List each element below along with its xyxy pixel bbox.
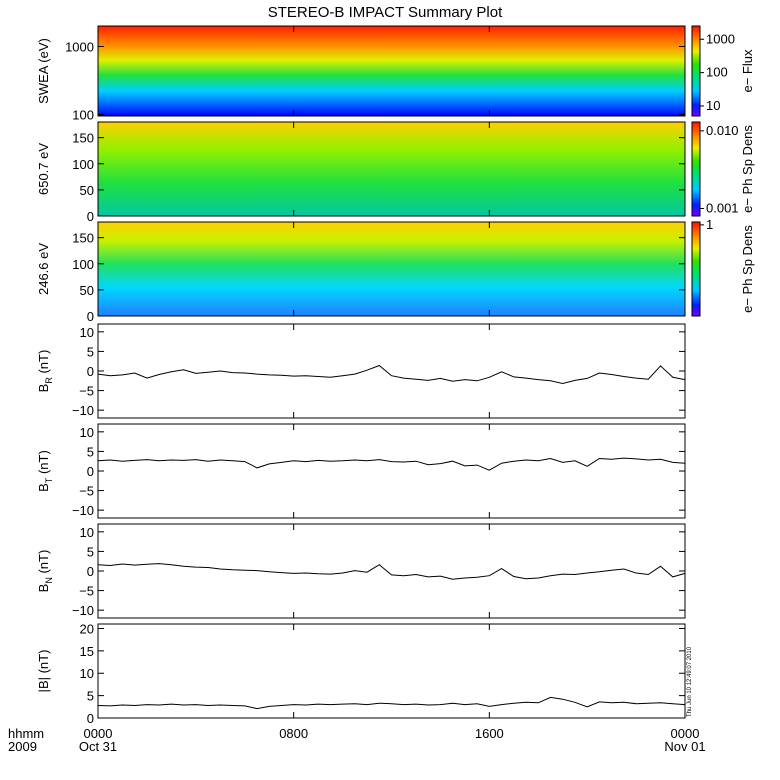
y-tick-label: 150 [72, 131, 94, 146]
y-tick-label: 0 [87, 564, 94, 579]
spectrogram-image [98, 122, 685, 216]
series-line [97, 457, 686, 471]
colorbar-tick-label: 0.001 [706, 200, 739, 215]
colorbar [691, 221, 701, 317]
y-axis-label-unit: (nT) [36, 450, 51, 477]
y-tick-label: 5 [87, 544, 94, 559]
x-axis-year-label: 2009 [8, 739, 37, 754]
y-tick-label: 5 [87, 689, 94, 704]
panel-frame [97, 121, 686, 217]
x-tick-label: 1600 [475, 726, 504, 741]
y-tick-label: 0 [87, 711, 94, 726]
y-tick-label: 100 [72, 157, 94, 172]
y-axis-label-sub: T [44, 477, 54, 483]
y-tick-label: 15 [80, 644, 94, 659]
y-tick-label: 0 [87, 464, 94, 479]
y-tick-label: −5 [79, 584, 94, 599]
y-tick-label: 50 [80, 183, 94, 198]
y-tick-label: 100 [72, 257, 94, 272]
y-tick-label: −10 [72, 603, 94, 618]
y-tick-label: −5 [79, 484, 94, 499]
colorbar [691, 121, 701, 217]
timestamp-label: Thu Jun 10 12:49:07 2010 [687, 646, 693, 717]
y-tick-label: 20 [80, 621, 94, 636]
y-tick-label: 0 [87, 209, 94, 224]
colorbar [691, 25, 701, 117]
y-tick-label: 100 [72, 107, 94, 122]
colorbar-tick-label: 0.010 [706, 123, 739, 138]
y-tick-label: 10 [80, 525, 94, 540]
colorbar-tick-label: 100 [706, 65, 728, 80]
panel-frame [97, 423, 686, 519]
series-line [97, 563, 686, 580]
panel-frame [97, 523, 686, 619]
y-tick-label: 10 [80, 425, 94, 440]
plot-title: STEREO-B IMPACT Summary Plot [268, 4, 503, 21]
y-axis-label-main: B [36, 384, 51, 393]
series-line [97, 696, 686, 710]
y-tick-label: 0 [87, 309, 94, 324]
y-axis-label: BN (nT) [36, 550, 54, 593]
panel-2: 0.010 0.001 e− Ph Sp Dens 0 50 100 150 650.7 eV [36, 121, 755, 224]
y-tick-label: 5 [87, 344, 94, 359]
panel-frame [97, 221, 686, 317]
series-line [97, 364, 686, 385]
panel-5: 10 5 0 −5 −10 BT (nT) [36, 423, 686, 519]
y-axis-label: BT (nT) [36, 450, 54, 492]
x-date-label-start: Oct 31 [79, 739, 117, 754]
colorbar-label: e− Ph Sp Dens [740, 125, 755, 213]
x-date-label-end: Nov 01 [664, 739, 705, 754]
panel-4: 10 5 0 −5 −10 BR (nT) [36, 323, 686, 419]
colorbar-tick-label: 10 [706, 98, 720, 113]
x-tick-label: 0000 [84, 726, 113, 741]
y-tick-label: 150 [72, 231, 94, 246]
y-tick-label: −10 [72, 403, 94, 418]
panel-7: 20 15 10 5 0 |B| (nT) [36, 621, 686, 726]
colorbar-tick-label: 1 [706, 217, 713, 232]
y-tick-label: 1000 [65, 39, 94, 54]
x-axis-row-label: hhmm [8, 726, 44, 741]
panel-frame [97, 25, 686, 117]
y-axis-label-main: B [36, 483, 51, 492]
y-axis-label-sub: R [44, 377, 54, 384]
spectrogram-image [98, 222, 685, 316]
panel-3: 1 e− Ph Sp Dens 0 50 100 150 246.6 eV [36, 217, 755, 324]
x-tick-label: 0000 [671, 726, 700, 741]
y-axis-label: 246.6 eV [36, 243, 51, 295]
colorbar-label: e− Flux [740, 49, 755, 92]
colorbar-label: e− Ph Sp Dens [740, 225, 755, 313]
y-axis-label-main: B [36, 584, 51, 593]
y-tick-label: −10 [72, 503, 94, 518]
y-tick-label: −5 [79, 384, 94, 399]
panel-6: 10 5 0 −5 −10 BN (nT) [36, 523, 686, 619]
y-axis-label: |B| (nT) [36, 650, 51, 693]
panel-frame [97, 623, 686, 719]
y-tick-label: 10 [80, 666, 94, 681]
y-tick-label: 5 [87, 444, 94, 459]
y-tick-label: 10 [80, 325, 94, 340]
colorbar-tick-label: 1000 [706, 31, 735, 46]
y-axis-label: BR (nT) [36, 350, 54, 393]
y-axis-label-unit: (nT) [36, 350, 51, 377]
y-tick-label: 0 [87, 364, 94, 379]
x-tick-label: 0800 [279, 726, 308, 741]
y-axis-label-unit: (nT) [36, 550, 51, 577]
panel-1: 1000 100 10 e− Flux 100 1000 SWEA (eV) [36, 25, 755, 122]
y-tick-label: 50 [80, 283, 94, 298]
spectrogram-image [98, 26, 685, 116]
y-axis-label: 650.7 eV [36, 143, 51, 195]
y-axis-label: SWEA (eV) [36, 38, 51, 104]
y-axis-label-sub: N [44, 577, 54, 584]
